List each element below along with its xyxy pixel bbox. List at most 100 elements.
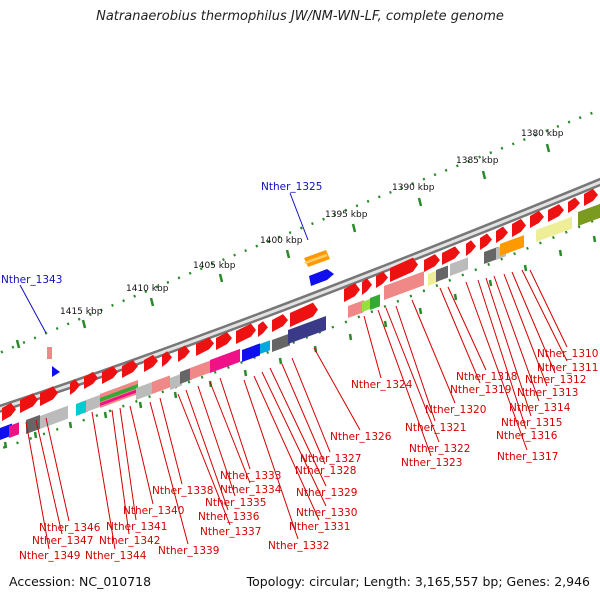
gene-arrow (2, 402, 16, 421)
gene-arrow (548, 204, 564, 222)
feature-block (180, 367, 192, 384)
leader-line (485, 277, 532, 417)
feature-block (384, 271, 424, 300)
leader-line (291, 357, 331, 453)
lower-major-tick (173, 391, 178, 399)
lower-major-tick (103, 411, 108, 419)
forward-genes (2, 188, 598, 421)
leader-line (521, 269, 568, 362)
scale-label: 1400 kbp (260, 236, 303, 246)
scale-major-tick (481, 170, 487, 180)
scale-label: 1385 kbp (456, 156, 499, 166)
leader-line (313, 347, 361, 431)
lower-major-tick (488, 279, 493, 287)
leader-line (159, 397, 183, 485)
gene-arrow (466, 240, 476, 256)
lower-major-tick (3, 441, 8, 449)
leader-line (529, 269, 568, 348)
feature-block (86, 394, 100, 412)
gene-arrow (480, 233, 492, 250)
scale-major-tick (15, 339, 21, 349)
lower-major-tick (68, 421, 73, 429)
scale-major-tick (545, 143, 551, 153)
leader-line (281, 363, 326, 465)
scale-label: 1380 kbp (521, 129, 564, 139)
leader-line (447, 286, 487, 371)
leader-line (149, 401, 189, 545)
feature-block (436, 265, 448, 282)
feature-block (484, 246, 498, 264)
leader-line (477, 279, 527, 430)
leader-line (363, 315, 382, 379)
gene-arrow (568, 197, 580, 213)
gene-arrow (344, 283, 360, 302)
leader-lines (25, 269, 568, 550)
gene-arrow (102, 366, 118, 384)
scale-label: 1395 kbp (325, 210, 368, 220)
gene-label: Nther_1315 (501, 417, 562, 429)
leader-line (25, 421, 50, 550)
leader-line (511, 271, 556, 374)
gene-arrow (84, 371, 98, 389)
gene-label: Nther_1331 (289, 521, 350, 533)
feature-block (152, 375, 170, 394)
feature-block (100, 388, 138, 406)
gene-nther-1343-feature (19, 284, 60, 377)
gene-label: Nther_1323 (401, 457, 462, 469)
gene-arrow (512, 218, 526, 237)
scale-major-tick (351, 223, 357, 233)
leader-line (269, 367, 327, 487)
leader-line (111, 409, 130, 535)
gene-arrow (424, 254, 440, 272)
scale-label: 1415 kbp (60, 307, 103, 317)
lower-major-tick (243, 369, 248, 377)
gene-label: Nther_1328 (295, 465, 356, 477)
feature-block (76, 399, 88, 416)
gene-label: Nther_1329 (296, 487, 357, 499)
feature-block (272, 333, 290, 352)
gene-arrow (290, 302, 318, 327)
feature-block (26, 414, 40, 434)
gene-label: Nther_1311 (537, 362, 598, 374)
lower-major-tick (558, 249, 563, 257)
gene-label: Nther_1321 (405, 422, 466, 434)
gene-label: Nther_1341 (106, 521, 167, 533)
gene-nther-1325-feature (289, 192, 334, 286)
gene-label: Nther_1337 (200, 526, 261, 538)
gene-label: Nther_1314 (509, 402, 571, 414)
feature-block (170, 373, 182, 390)
leader-line (395, 305, 436, 422)
leader-line (411, 299, 456, 404)
scale-labels: 1380 kbp 1385 kbp 1390 kbp 1395 kbp 1400 kbp… (60, 129, 564, 317)
leader-line (377, 309, 432, 457)
gene-arrow (70, 379, 80, 395)
gene-arrow (196, 337, 214, 356)
feature-block (210, 348, 240, 373)
lower-major-tick (592, 235, 597, 243)
leader-line (385, 307, 440, 443)
accession-label: Accession: NC_010718 (9, 574, 152, 589)
feature-block (450, 257, 468, 276)
gene-label: Nther_1312 (525, 374, 586, 386)
lower-major-tick (138, 401, 143, 409)
feature-block (348, 300, 364, 318)
scale-label: 1390 kbp (392, 183, 435, 193)
gene-label: Nther_1342 (99, 535, 160, 547)
lower-tick-arc (0, 216, 600, 451)
genome-backbone-inner (0, 180, 600, 411)
gene-label-nther-1325: Nther_1325 (261, 181, 322, 193)
leader-line (493, 275, 540, 402)
gene-arrow (216, 332, 232, 350)
feature-block (190, 360, 210, 380)
feature-block (136, 382, 152, 400)
scale-arc (0, 108, 600, 355)
leader-line (177, 393, 231, 526)
leader-line (465, 281, 528, 451)
leader-line (185, 389, 229, 511)
feature-block (578, 203, 600, 226)
feature-blocks (0, 203, 600, 440)
gene-label: Nther_1349 (19, 550, 80, 562)
feature-block (500, 235, 524, 256)
